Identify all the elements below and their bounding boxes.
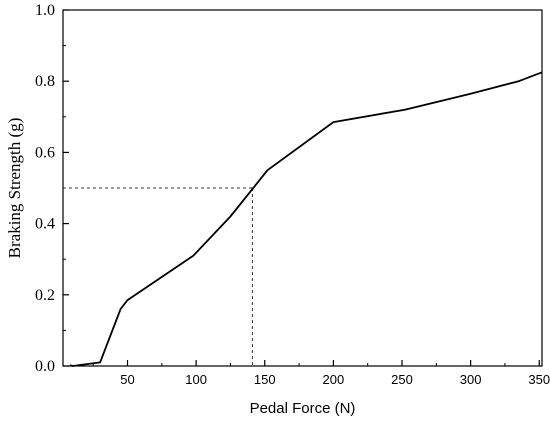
x-tick-label-250: 250 [391, 372, 413, 387]
x-tick-label-150: 150 [254, 372, 276, 387]
x-axis-label: Pedal Force (N) [250, 400, 356, 417]
y-tick-label-3: 0.6 [35, 144, 55, 161]
y-tick-label-5: 1.0 [35, 2, 55, 19]
y-tick-label-0: 0.0 [35, 358, 55, 375]
x-tick-label-300: 300 [460, 372, 482, 387]
plot-area: 50 100 150 200 250 300 350 0.0 0.2 0.4 0.6 0.8 1.0 [35, 2, 550, 387]
x-tick-label-350: 350 [528, 372, 550, 387]
y-tick-label-4: 0.8 [35, 73, 55, 90]
x-tick-label-200: 200 [323, 372, 345, 387]
x-tick-label-100: 100 [185, 372, 207, 387]
plot-frame [62, 9, 543, 367]
y-axis-label: Braking Strength (g) [5, 118, 24, 259]
series-line-0 [69, 71, 543, 367]
y-tick-label-2: 0.4 [35, 216, 55, 233]
x-tick-label-50: 50 [120, 372, 134, 387]
y-tick-label-1: 0.2 [35, 287, 55, 304]
